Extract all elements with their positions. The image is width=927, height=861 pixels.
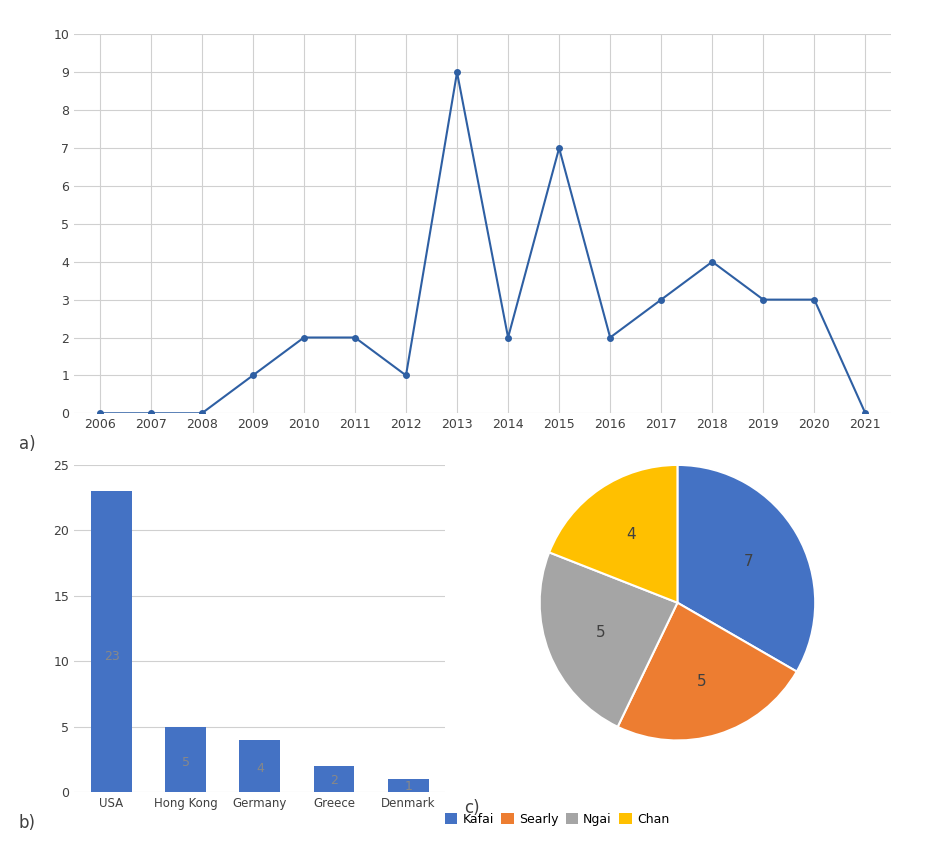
Bar [91, 491, 132, 792]
Wedge shape [540, 553, 677, 727]
Bar [387, 779, 428, 792]
Text: 4: 4 [626, 527, 635, 542]
Text: 4: 4 [256, 762, 263, 775]
Text: 23: 23 [104, 650, 120, 663]
Text: 2: 2 [330, 774, 337, 787]
Wedge shape [617, 603, 796, 740]
Bar [165, 727, 206, 792]
Bar [313, 766, 354, 792]
Wedge shape [677, 465, 814, 672]
Text: a): a) [19, 435, 35, 453]
Text: 5: 5 [696, 674, 705, 689]
Bar [239, 740, 280, 792]
Text: b): b) [19, 814, 35, 832]
Legend: Kafai, Searly, Ngai, Chan: Kafai, Searly, Ngai, Chan [439, 808, 673, 831]
Text: 7: 7 [743, 554, 753, 569]
Text: 5: 5 [182, 756, 189, 769]
Text: 1: 1 [404, 780, 412, 793]
Text: c): c) [464, 799, 479, 817]
Text: 5: 5 [595, 625, 604, 641]
Wedge shape [549, 465, 677, 603]
